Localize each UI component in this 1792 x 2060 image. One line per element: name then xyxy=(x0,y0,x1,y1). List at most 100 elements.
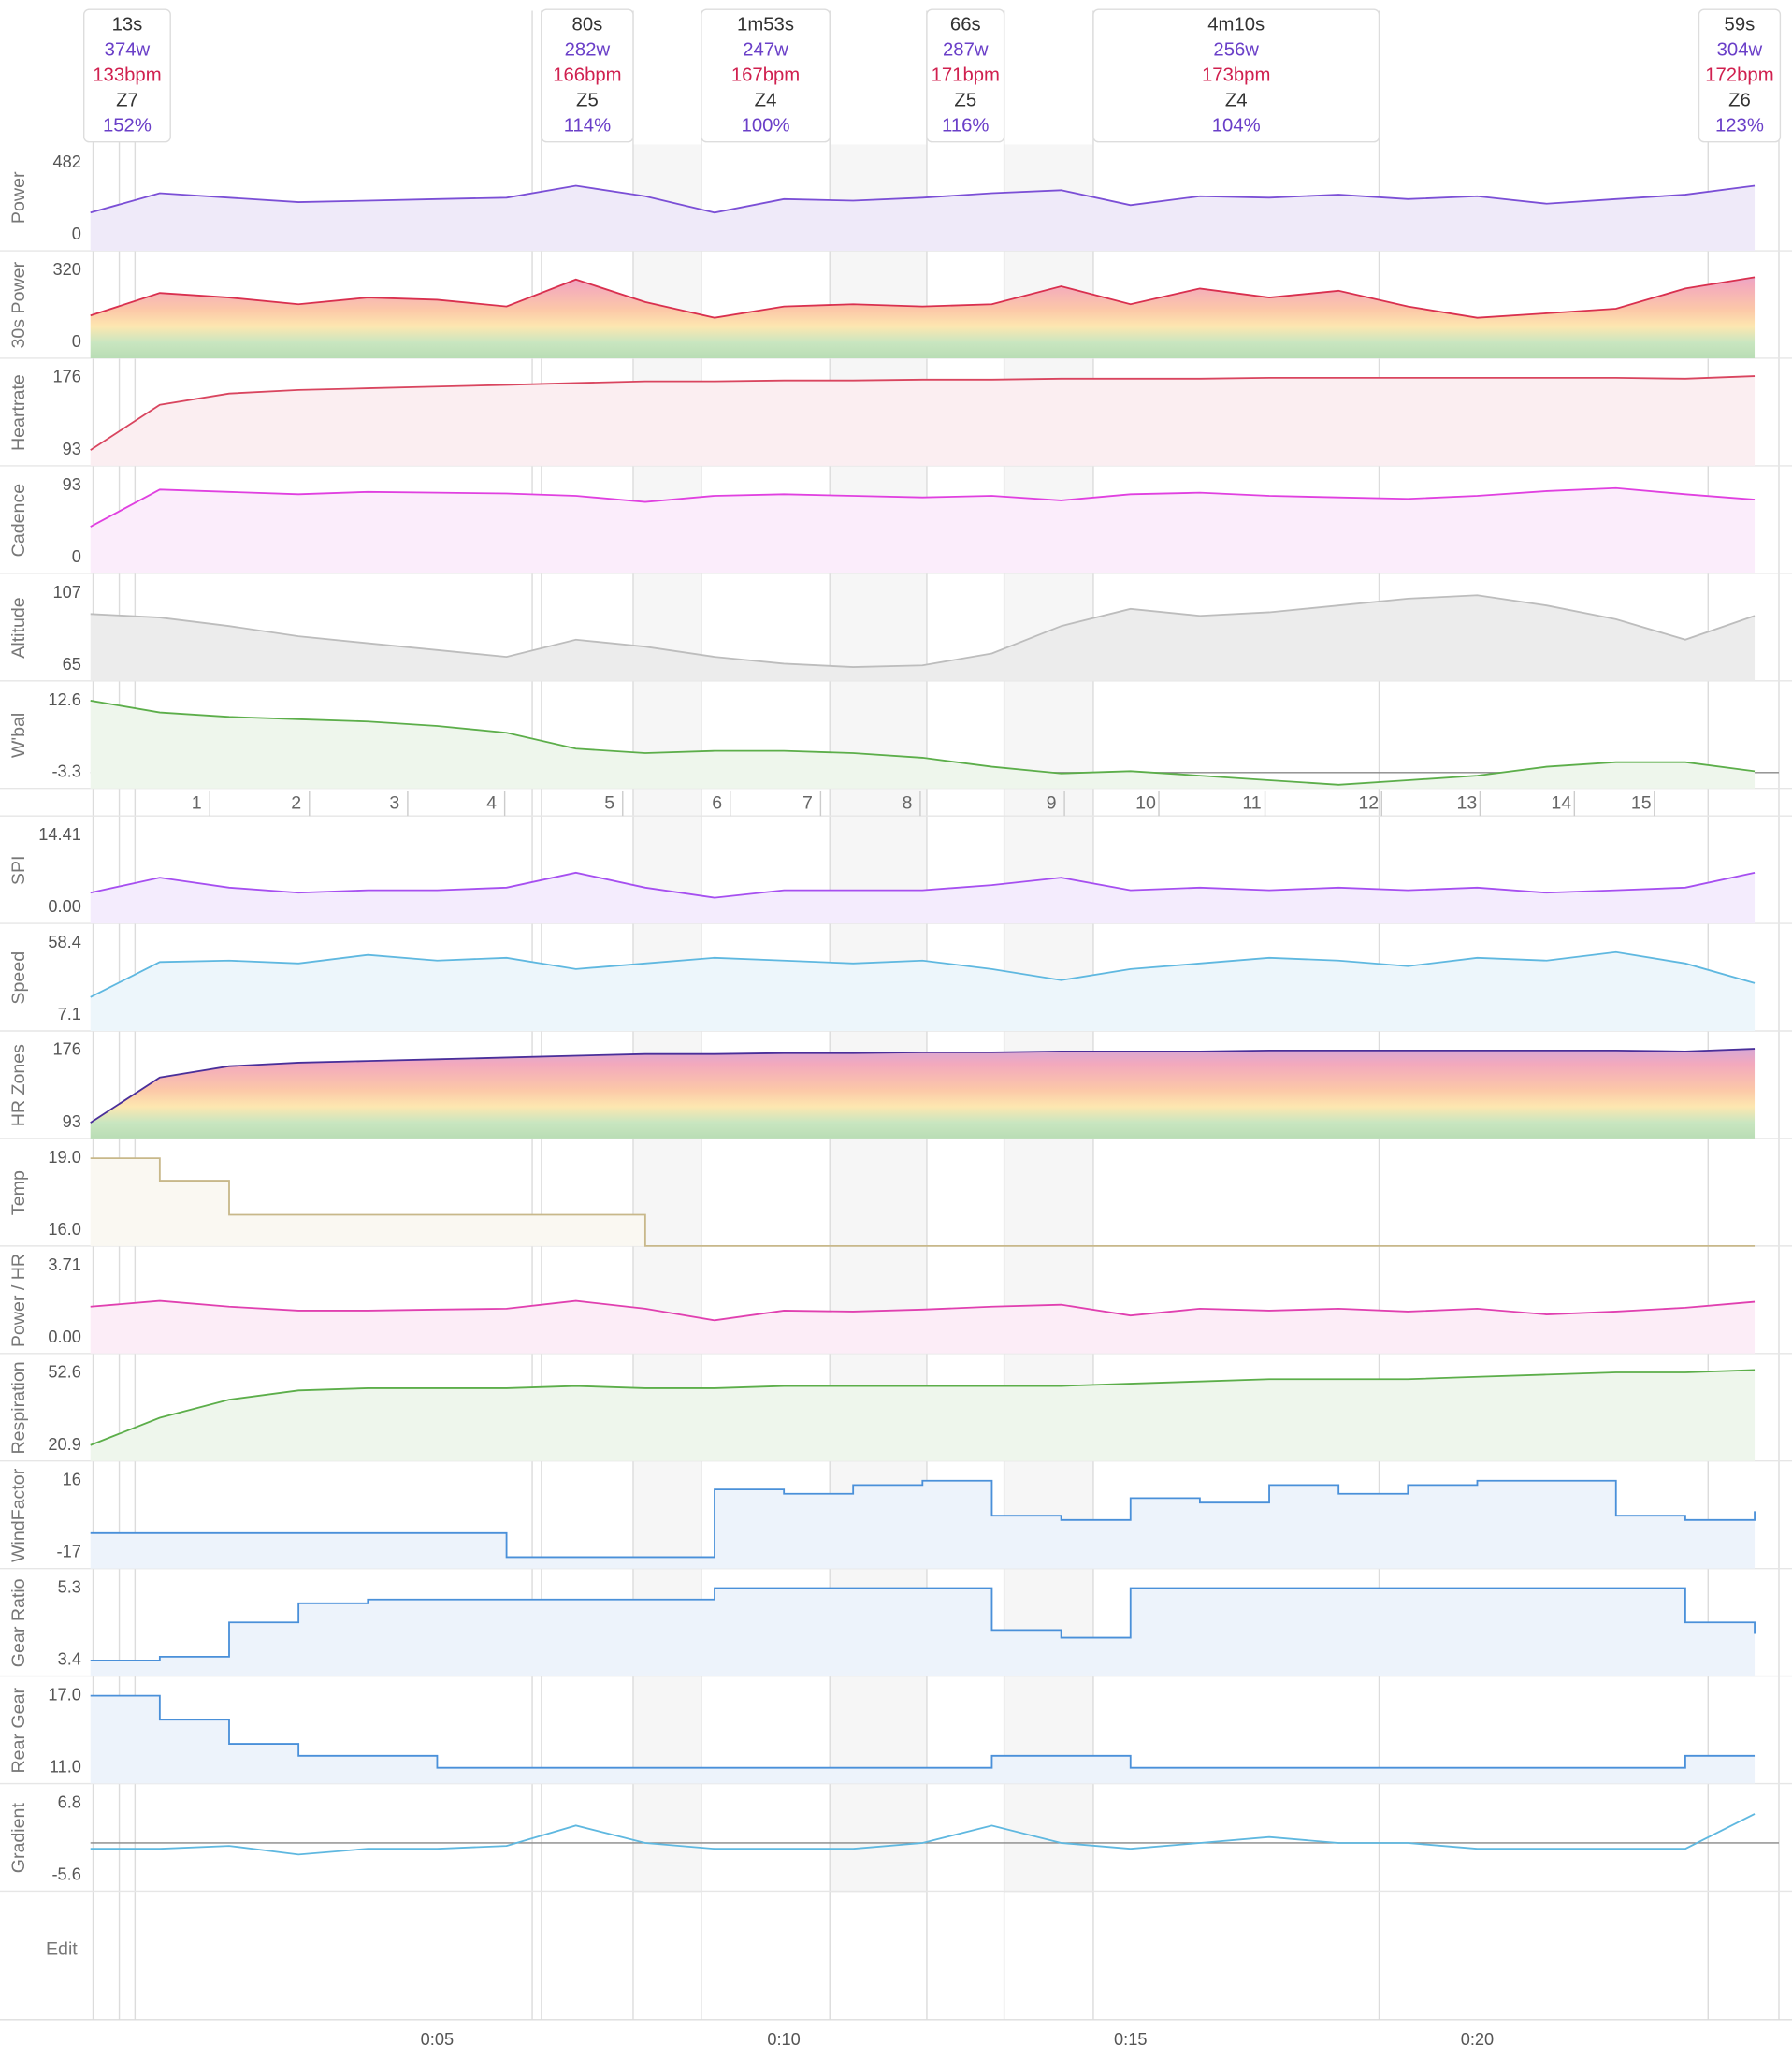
y-tick-label: 3.71 xyxy=(48,1255,80,1274)
interval-box[interactable] xyxy=(83,8,171,143)
line xyxy=(90,1157,1756,1247)
y-tick-label: 176 xyxy=(52,1040,80,1059)
lap-label: 12 xyxy=(1358,793,1379,814)
y-tick-label: 93 xyxy=(63,440,81,458)
interval-box[interactable] xyxy=(926,8,1005,143)
y-tick-label: 0.00 xyxy=(48,1327,80,1346)
line xyxy=(90,700,1756,786)
y-axis-label: Cadence xyxy=(8,484,29,558)
interval-zone: Z4 xyxy=(1225,90,1248,110)
y-tick-label: -17 xyxy=(57,1543,81,1561)
interval-box[interactable] xyxy=(1698,8,1782,143)
interval-zone: Z5 xyxy=(954,90,976,110)
line xyxy=(90,950,1756,998)
y-tick-label: 12.6 xyxy=(48,690,80,709)
y-tick-label: 0 xyxy=(72,547,81,566)
interval-heartrate: 167bpm xyxy=(731,65,800,85)
lap-label: 10 xyxy=(1135,793,1156,814)
lap-label: 15 xyxy=(1631,793,1652,814)
y-tick-label: 0 xyxy=(72,332,81,351)
area xyxy=(90,1588,1756,1676)
interval-heartrate: 166bpm xyxy=(553,65,621,85)
x-tick-label: 0:10 xyxy=(767,2030,800,2049)
line xyxy=(90,1813,1756,1856)
y-tick-label: 176 xyxy=(52,368,80,386)
y-tick-label: 11.0 xyxy=(50,1758,81,1777)
interval-percent: 152% xyxy=(103,116,152,137)
lap-label: 2 xyxy=(291,793,301,814)
interval-percent: 123% xyxy=(1715,116,1764,137)
interval-heartrate: 171bpm xyxy=(932,65,1000,85)
y-tick-label: 93 xyxy=(63,475,81,494)
y-tick-label: 58.4 xyxy=(48,933,80,951)
interval-duration: 59s xyxy=(1725,14,1756,35)
lap-label: 11 xyxy=(1242,793,1261,814)
interval-box[interactable] xyxy=(541,8,634,143)
interval-duration: 80s xyxy=(572,14,603,35)
y-tick-label: 7.1 xyxy=(58,1005,81,1023)
y-axis-label: HR Zones xyxy=(8,1044,29,1126)
area xyxy=(90,185,1756,252)
y-axis-label: Speed xyxy=(8,951,29,1005)
lap-label: 8 xyxy=(902,793,912,814)
interval-heartrate: 173bpm xyxy=(1202,65,1270,85)
line xyxy=(90,1694,1756,1769)
area xyxy=(90,595,1756,681)
interval-duration: 1m53s xyxy=(737,14,794,35)
lap-label: 1 xyxy=(192,793,202,814)
area xyxy=(90,277,1756,358)
lap-label: 6 xyxy=(712,793,722,814)
interval-percent: 114% xyxy=(564,116,611,137)
y-tick-label: 19.0 xyxy=(48,1148,80,1167)
area xyxy=(90,1695,1756,1784)
area xyxy=(90,1480,1756,1569)
area xyxy=(90,951,1756,1032)
y-axis-label: Power xyxy=(8,171,29,224)
lap-label: 4 xyxy=(486,793,497,814)
line xyxy=(90,184,1756,214)
y-axis-label: Altitude xyxy=(8,597,29,659)
lap-label: 3 xyxy=(389,793,399,814)
line xyxy=(90,871,1756,899)
y-tick-label: 482 xyxy=(52,152,80,171)
y-axis-label: Rear Gear xyxy=(8,1688,29,1774)
area xyxy=(90,1300,1756,1354)
interval-zone: Z5 xyxy=(576,90,599,110)
line xyxy=(90,1299,1756,1322)
area xyxy=(90,1049,1756,1139)
y-tick-label: -5.6 xyxy=(51,1865,80,1884)
y-axis-label: Power / HR xyxy=(8,1254,29,1347)
x-tick-label: 0:20 xyxy=(1461,2030,1494,2049)
line xyxy=(90,1479,1756,1559)
interval-box[interactable] xyxy=(701,8,831,143)
x-tick-label: 0:15 xyxy=(1114,2030,1147,2049)
interval-duration: 13s xyxy=(112,14,143,35)
y-axis-label: Respiration xyxy=(8,1361,29,1454)
y-tick-label: 20.9 xyxy=(48,1435,80,1454)
y-tick-label: 52.6 xyxy=(48,1363,80,1382)
lap-label: 5 xyxy=(604,793,614,814)
interval-box[interactable] xyxy=(1092,8,1380,143)
edit-label[interactable]: Edit xyxy=(46,1939,78,1960)
y-tick-label: 0 xyxy=(72,225,81,243)
interval-power: 374w xyxy=(105,39,151,60)
y-tick-label: 65 xyxy=(63,655,81,674)
y-axis-label: SPI xyxy=(8,856,29,886)
y-tick-label: 3.4 xyxy=(58,1650,81,1669)
line xyxy=(90,486,1756,528)
interval-heartrate: 133bpm xyxy=(93,65,161,85)
line xyxy=(90,375,1756,451)
y-tick-label: 14.41 xyxy=(38,825,81,844)
interval-percent: 100% xyxy=(742,116,790,137)
lap-label: 7 xyxy=(802,793,813,814)
interval-duration: 4m10s xyxy=(1207,14,1265,35)
lap-label: 9 xyxy=(1047,793,1057,814)
interval-percent: 116% xyxy=(942,116,989,137)
interval-power: 282w xyxy=(565,39,611,60)
y-axis-label: Heartrate xyxy=(8,374,29,451)
interval-percent: 104% xyxy=(1212,116,1261,137)
lap-label: 13 xyxy=(1456,793,1477,814)
interval-zone: Z6 xyxy=(1728,90,1751,110)
